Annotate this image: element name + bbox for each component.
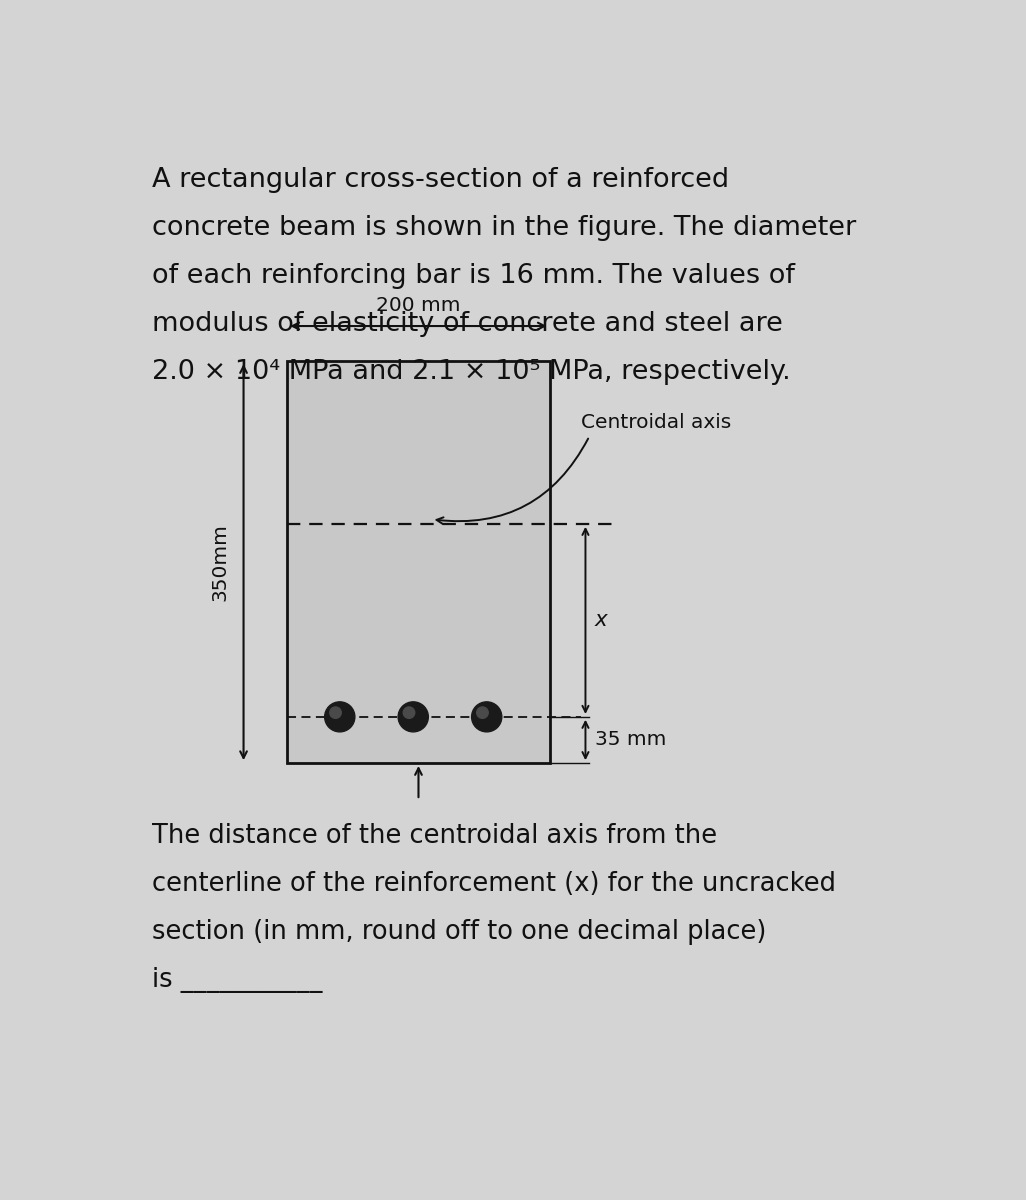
Bar xyxy=(287,361,550,763)
Text: 2.0 × 10⁴ MPa and 2.1 × 10⁵ MPa, respectively.: 2.0 × 10⁴ MPa and 2.1 × 10⁵ MPa, respect… xyxy=(152,359,791,385)
Ellipse shape xyxy=(403,707,415,719)
Text: centerline of the reinforcement (x) for the uncracked: centerline of the reinforcement (x) for … xyxy=(152,871,836,898)
Text: concrete beam is shown in the figure. The diameter: concrete beam is shown in the figure. Th… xyxy=(152,215,857,241)
Text: The distance of the centroidal axis from the: The distance of the centroidal axis from… xyxy=(152,823,717,850)
Ellipse shape xyxy=(398,702,428,732)
Ellipse shape xyxy=(324,702,355,732)
Text: 350mm: 350mm xyxy=(210,523,229,601)
Ellipse shape xyxy=(477,707,488,719)
Text: A rectangular cross-section of a reinforced: A rectangular cross-section of a reinfor… xyxy=(152,167,729,193)
Text: 35 mm: 35 mm xyxy=(595,731,666,750)
Text: modulus of elasticity of concrete and steel are: modulus of elasticity of concrete and st… xyxy=(152,311,783,337)
Ellipse shape xyxy=(472,702,502,732)
Text: x: x xyxy=(595,611,607,630)
Text: Centroidal axis: Centroidal axis xyxy=(582,413,732,432)
Text: 200 mm: 200 mm xyxy=(377,296,461,314)
Text: section (in mm, round off to one decimal place): section (in mm, round off to one decimal… xyxy=(152,919,766,946)
Text: of each reinforcing bar is 16 mm. The values of: of each reinforcing bar is 16 mm. The va… xyxy=(152,263,795,289)
Text: is ___________: is ___________ xyxy=(152,967,322,994)
Ellipse shape xyxy=(329,707,342,719)
